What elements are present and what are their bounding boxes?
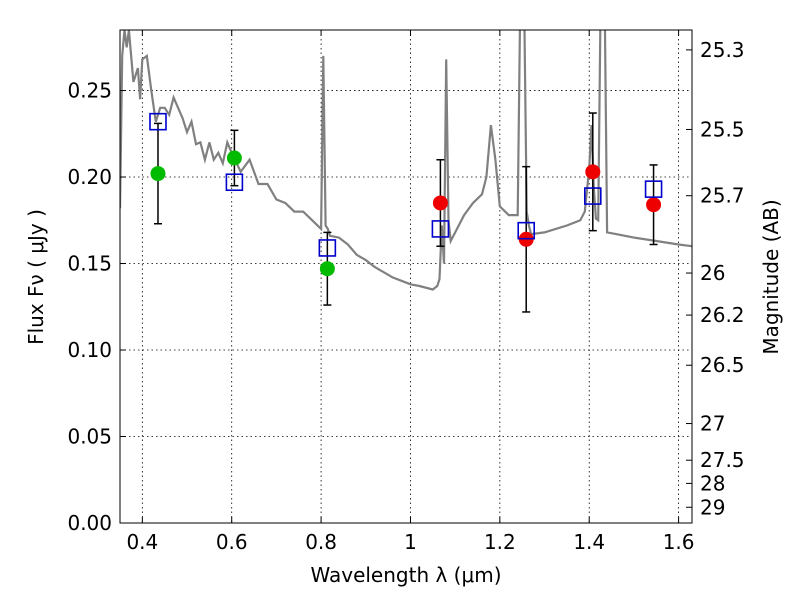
y-tick-label: 0.05 — [67, 425, 112, 449]
observed-flux-point — [646, 197, 662, 213]
model-flux-square — [149, 112, 167, 131]
x-tick-label: 1.6 — [663, 530, 695, 554]
model-flux-square — [517, 221, 536, 240]
photometry-points — [149, 112, 663, 313]
magnitude-tick-label: 25.5 — [700, 117, 745, 141]
y-tick-label: 0.10 — [67, 338, 112, 362]
magnitude-tick-label: 26.5 — [700, 353, 745, 377]
magnitude-tick-label: 27.5 — [700, 448, 745, 472]
magnitude-tick-label: 26.2 — [700, 303, 745, 327]
observed-flux-point — [150, 166, 166, 182]
x-tick-label: 0.8 — [305, 530, 337, 554]
y-tick-label: 0.00 — [67, 511, 112, 535]
magnitude-tick-label: 25.3 — [700, 38, 745, 62]
magnitude-tick-label: 25.7 — [700, 184, 745, 208]
model-flux-square — [225, 173, 244, 192]
y-tick-label: 0.25 — [67, 79, 112, 103]
magnitude-tick-label: 26 — [700, 261, 725, 285]
model-flux-square — [644, 180, 663, 198]
y-axis-label: Flux Fν ( μJy ) — [24, 209, 48, 345]
x-tick-label: 0.6 — [216, 530, 248, 554]
model-spectrum — [120, 30, 692, 291]
plot-frame — [119, 29, 693, 524]
magnitude-tick-label: 29 — [700, 495, 725, 519]
y-tick-label: 0.20 — [67, 165, 112, 189]
x-tick-label: 1.4 — [573, 530, 605, 554]
observed-flux-point — [319, 261, 335, 277]
y-tick-label: 0.15 — [67, 252, 112, 276]
x-axis-ticks: 0.4 0.6 0.8 1 1.2 1.4 1.6 — [126, 30, 695, 554]
spectrum-line — [120, 30, 692, 291]
observed-flux-point — [226, 150, 242, 166]
magnitude-tick-label: 28 — [700, 471, 725, 495]
observed-flux-point — [432, 195, 448, 211]
model-flux-square — [583, 187, 602, 205]
x-tick-label: 1 — [404, 530, 417, 554]
x-tick-label: 1.2 — [484, 530, 516, 554]
model-flux-square — [318, 239, 337, 257]
model-flux-square — [431, 220, 450, 238]
magnitude-tick-label: 27 — [700, 412, 725, 436]
y-axis-ticks: 0.00 0.05 0.10 0.15 0.20 0.25 — [67, 79, 126, 535]
observed-flux-point — [585, 164, 601, 180]
x-tick-label: 0.4 — [126, 530, 158, 554]
magnitude-axis-label: Magnitude (AB) — [759, 199, 783, 354]
grid-lines — [120, 30, 692, 524]
x-axis-label: Wavelength λ (μm) — [310, 563, 501, 587]
